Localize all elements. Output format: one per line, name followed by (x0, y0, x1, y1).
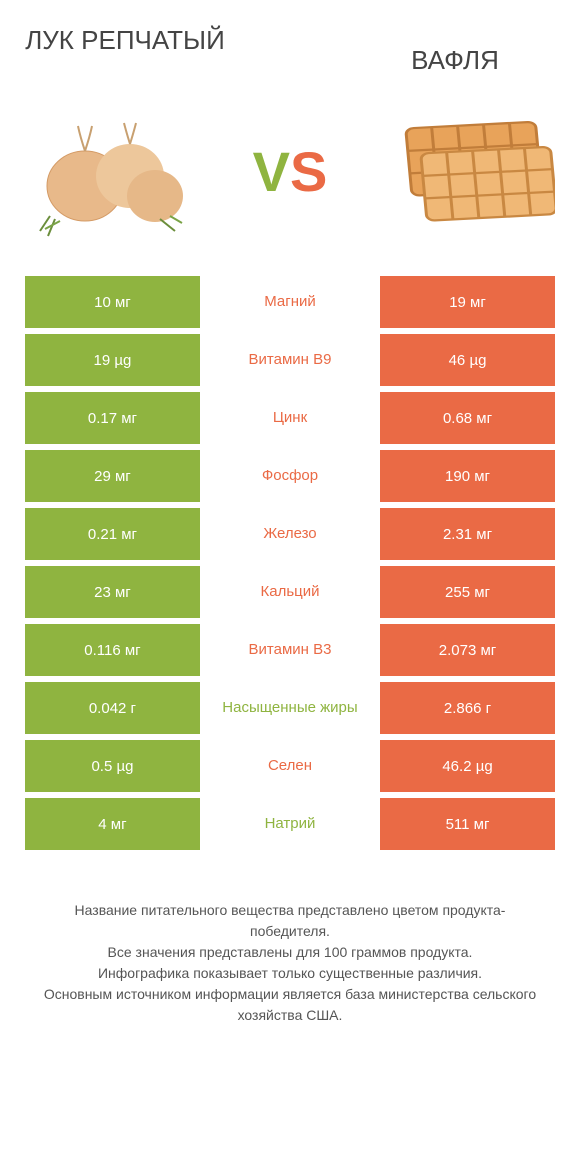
table-row: 4 мгНатрий511 мг (25, 798, 555, 850)
header-left: ЛУК РЕПЧАТЫЙ (25, 25, 225, 56)
right-value-cell: 0.68 мг (380, 392, 555, 444)
right-value-cell: 46 µg (380, 334, 555, 386)
footer-line: Название питательного вещества представл… (35, 900, 545, 942)
table-row: 0.21 мгЖелезо2.31 мг (25, 508, 555, 560)
right-value-cell: 2.31 мг (380, 508, 555, 560)
nutrient-label: Насыщенные жиры (200, 682, 380, 734)
vs-letter-v: V (253, 140, 290, 203)
onion-icon (25, 96, 195, 246)
left-value-cell: 0.5 µg (25, 740, 200, 792)
right-value-cell: 190 мг (380, 450, 555, 502)
left-value-cell: 29 мг (25, 450, 200, 502)
right-value-cell: 255 мг (380, 566, 555, 618)
left-value-cell: 10 мг (25, 276, 200, 328)
table-row: 23 мгКальций255 мг (25, 566, 555, 618)
nutrient-label: Фосфор (200, 450, 380, 502)
left-product-title: ЛУК РЕПЧАТЫЙ (25, 25, 225, 56)
footer-line: Все значения представлены для 100 граммо… (35, 942, 545, 963)
table-row: 29 мгФосфор190 мг (25, 450, 555, 502)
right-product-title: ВАФЛЯ (355, 45, 555, 76)
vs-label: VS (253, 139, 328, 204)
left-value-cell: 23 мг (25, 566, 200, 618)
table-row: 0.5 µgСелен46.2 µg (25, 740, 555, 792)
footer-notes: Название питательного вещества представл… (25, 900, 555, 1026)
right-value-cell: 2.866 г (380, 682, 555, 734)
header-right: ВАФЛЯ (355, 25, 555, 76)
hero-row: VS (25, 96, 555, 246)
right-value-cell: 19 мг (380, 276, 555, 328)
left-value-cell: 0.17 мг (25, 392, 200, 444)
nutrient-label: Цинк (200, 392, 380, 444)
right-value-cell: 2.073 мг (380, 624, 555, 676)
left-value-cell: 0.042 г (25, 682, 200, 734)
table-row: 0.17 мгЦинк0.68 мг (25, 392, 555, 444)
left-value-cell: 0.21 мг (25, 508, 200, 560)
footer-line: Основным источником информации является … (35, 984, 545, 1026)
nutrient-label: Витамин B9 (200, 334, 380, 386)
left-value-cell: 4 мг (25, 798, 200, 850)
footer-line: Инфографика показывает только существенн… (35, 963, 545, 984)
table-row: 0.042 гНасыщенные жиры2.866 г (25, 682, 555, 734)
table-row: 10 мгМагний19 мг (25, 276, 555, 328)
nutrient-label: Магний (200, 276, 380, 328)
header: ЛУК РЕПЧАТЫЙ ВАФЛЯ (25, 25, 555, 76)
right-value-cell: 511 мг (380, 798, 555, 850)
left-value-cell: 0.116 мг (25, 624, 200, 676)
table-row: 0.116 мгВитамин B32.073 мг (25, 624, 555, 676)
waffle-icon (385, 96, 555, 246)
vs-letter-s: S (290, 140, 327, 203)
nutrient-label: Кальций (200, 566, 380, 618)
left-value-cell: 19 µg (25, 334, 200, 386)
infographic-container: ЛУК РЕПЧАТЫЙ ВАФЛЯ VS (0, 0, 580, 1026)
nutrient-label: Селен (200, 740, 380, 792)
nutrient-label: Железо (200, 508, 380, 560)
nutrient-label: Натрий (200, 798, 380, 850)
comparison-table: 10 мгМагний19 мг 19 µgВитамин B946 µg 0.17… (25, 276, 555, 850)
right-value-cell: 46.2 µg (380, 740, 555, 792)
nutrient-label: Витамин B3 (200, 624, 380, 676)
table-row: 19 µgВитамин B946 µg (25, 334, 555, 386)
